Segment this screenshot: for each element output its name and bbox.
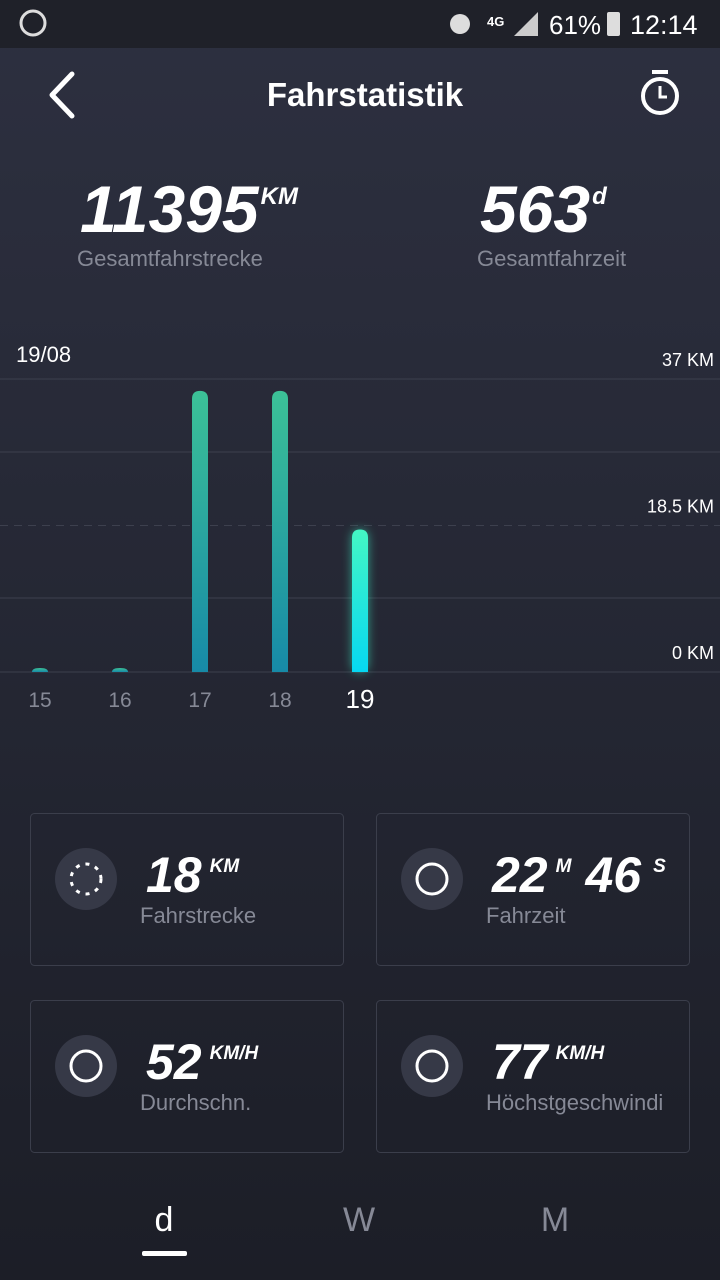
- x-tick-label: 16: [108, 689, 131, 712]
- total-label: Gesamtfahrzeit: [477, 246, 626, 271]
- stat-card: [376, 813, 690, 966]
- stat-icon: [401, 1035, 463, 1097]
- x-tick-label: 19: [346, 684, 375, 714]
- title: Fahrstatistik: [267, 76, 464, 113]
- total-number: 563: [480, 172, 590, 246]
- stat-value: 22 M 46 S: [491, 847, 666, 903]
- total-number: 11395: [80, 172, 260, 246]
- x-tick-label: 15: [28, 689, 51, 712]
- total-unit: d: [592, 183, 608, 210]
- y-tick-label: 18.5 KM: [647, 497, 714, 517]
- stat-label: Durchschn.: [140, 1090, 251, 1115]
- stat-number: 77: [492, 1034, 550, 1090]
- stat-unit: M: [556, 856, 573, 877]
- stat-number: 52: [146, 1034, 202, 1090]
- stat-card: [30, 1000, 344, 1153]
- y-tick-label: 37 KM: [662, 350, 714, 370]
- tab[interactable]: W: [343, 1201, 375, 1239]
- stat-unit: KM/H: [556, 1043, 606, 1064]
- tab[interactable]: d: [155, 1201, 174, 1239]
- stat-icon: [55, 1035, 117, 1097]
- tab-underline: [142, 1251, 187, 1256]
- stat-label: Fahrstrecke: [140, 903, 256, 928]
- stat-card: [30, 813, 344, 966]
- stat-label: Fahrzeit: [486, 903, 565, 928]
- x-tick-label: 18: [268, 689, 291, 712]
- back-button[interactable]: [49, 71, 75, 119]
- stat-value: 18 KM: [146, 847, 240, 903]
- alarm-icon: [450, 14, 470, 34]
- whatsapp-icon: [19, 9, 47, 37]
- signal-icon: [514, 12, 538, 36]
- stat-icon-glyph: [69, 1049, 103, 1083]
- x-tick-label: 17: [188, 689, 211, 712]
- stat-unit: KM/H: [210, 1043, 260, 1064]
- stat-icon-glyph: [415, 1049, 449, 1083]
- y-tick-label: 0 KM: [672, 643, 714, 663]
- total-value: 563d: [480, 172, 608, 246]
- stat-card: [376, 1000, 690, 1153]
- stat-number: 46: [584, 847, 642, 903]
- total-value: 11395KM: [80, 172, 299, 246]
- stat-label: Höchstgeschwindi: [486, 1090, 663, 1115]
- stat-value: 77 KM/H: [492, 1034, 605, 1090]
- battery-icon: [607, 12, 620, 36]
- bar: [272, 390, 288, 672]
- total-unit: KM: [261, 183, 299, 210]
- bar: [192, 390, 208, 672]
- bar: [32, 668, 48, 672]
- bar: [112, 668, 128, 672]
- stat-unit: S: [653, 856, 666, 877]
- chart-date: 19/08: [16, 342, 71, 367]
- bar: [352, 529, 368, 672]
- tab[interactable]: M: [541, 1201, 569, 1239]
- stat-number: 22: [491, 847, 548, 903]
- total-label: Gesamtfahrstrecke: [77, 246, 263, 271]
- stat-icon-glyph: [415, 862, 449, 896]
- network: 4G: [487, 14, 504, 29]
- stat-number: 18: [146, 847, 202, 903]
- time: 12:14: [630, 10, 698, 40]
- stat-icon-glyph: [69, 862, 103, 896]
- stat-icon: [55, 848, 117, 910]
- stat-value: 52 KM/H: [146, 1034, 259, 1090]
- stat-unit: KM: [210, 856, 241, 877]
- stat-icon: [401, 848, 463, 910]
- battery: 61%: [549, 10, 601, 40]
- timer-button[interactable]: [641, 70, 679, 115]
- status-bar: [0, 0, 720, 48]
